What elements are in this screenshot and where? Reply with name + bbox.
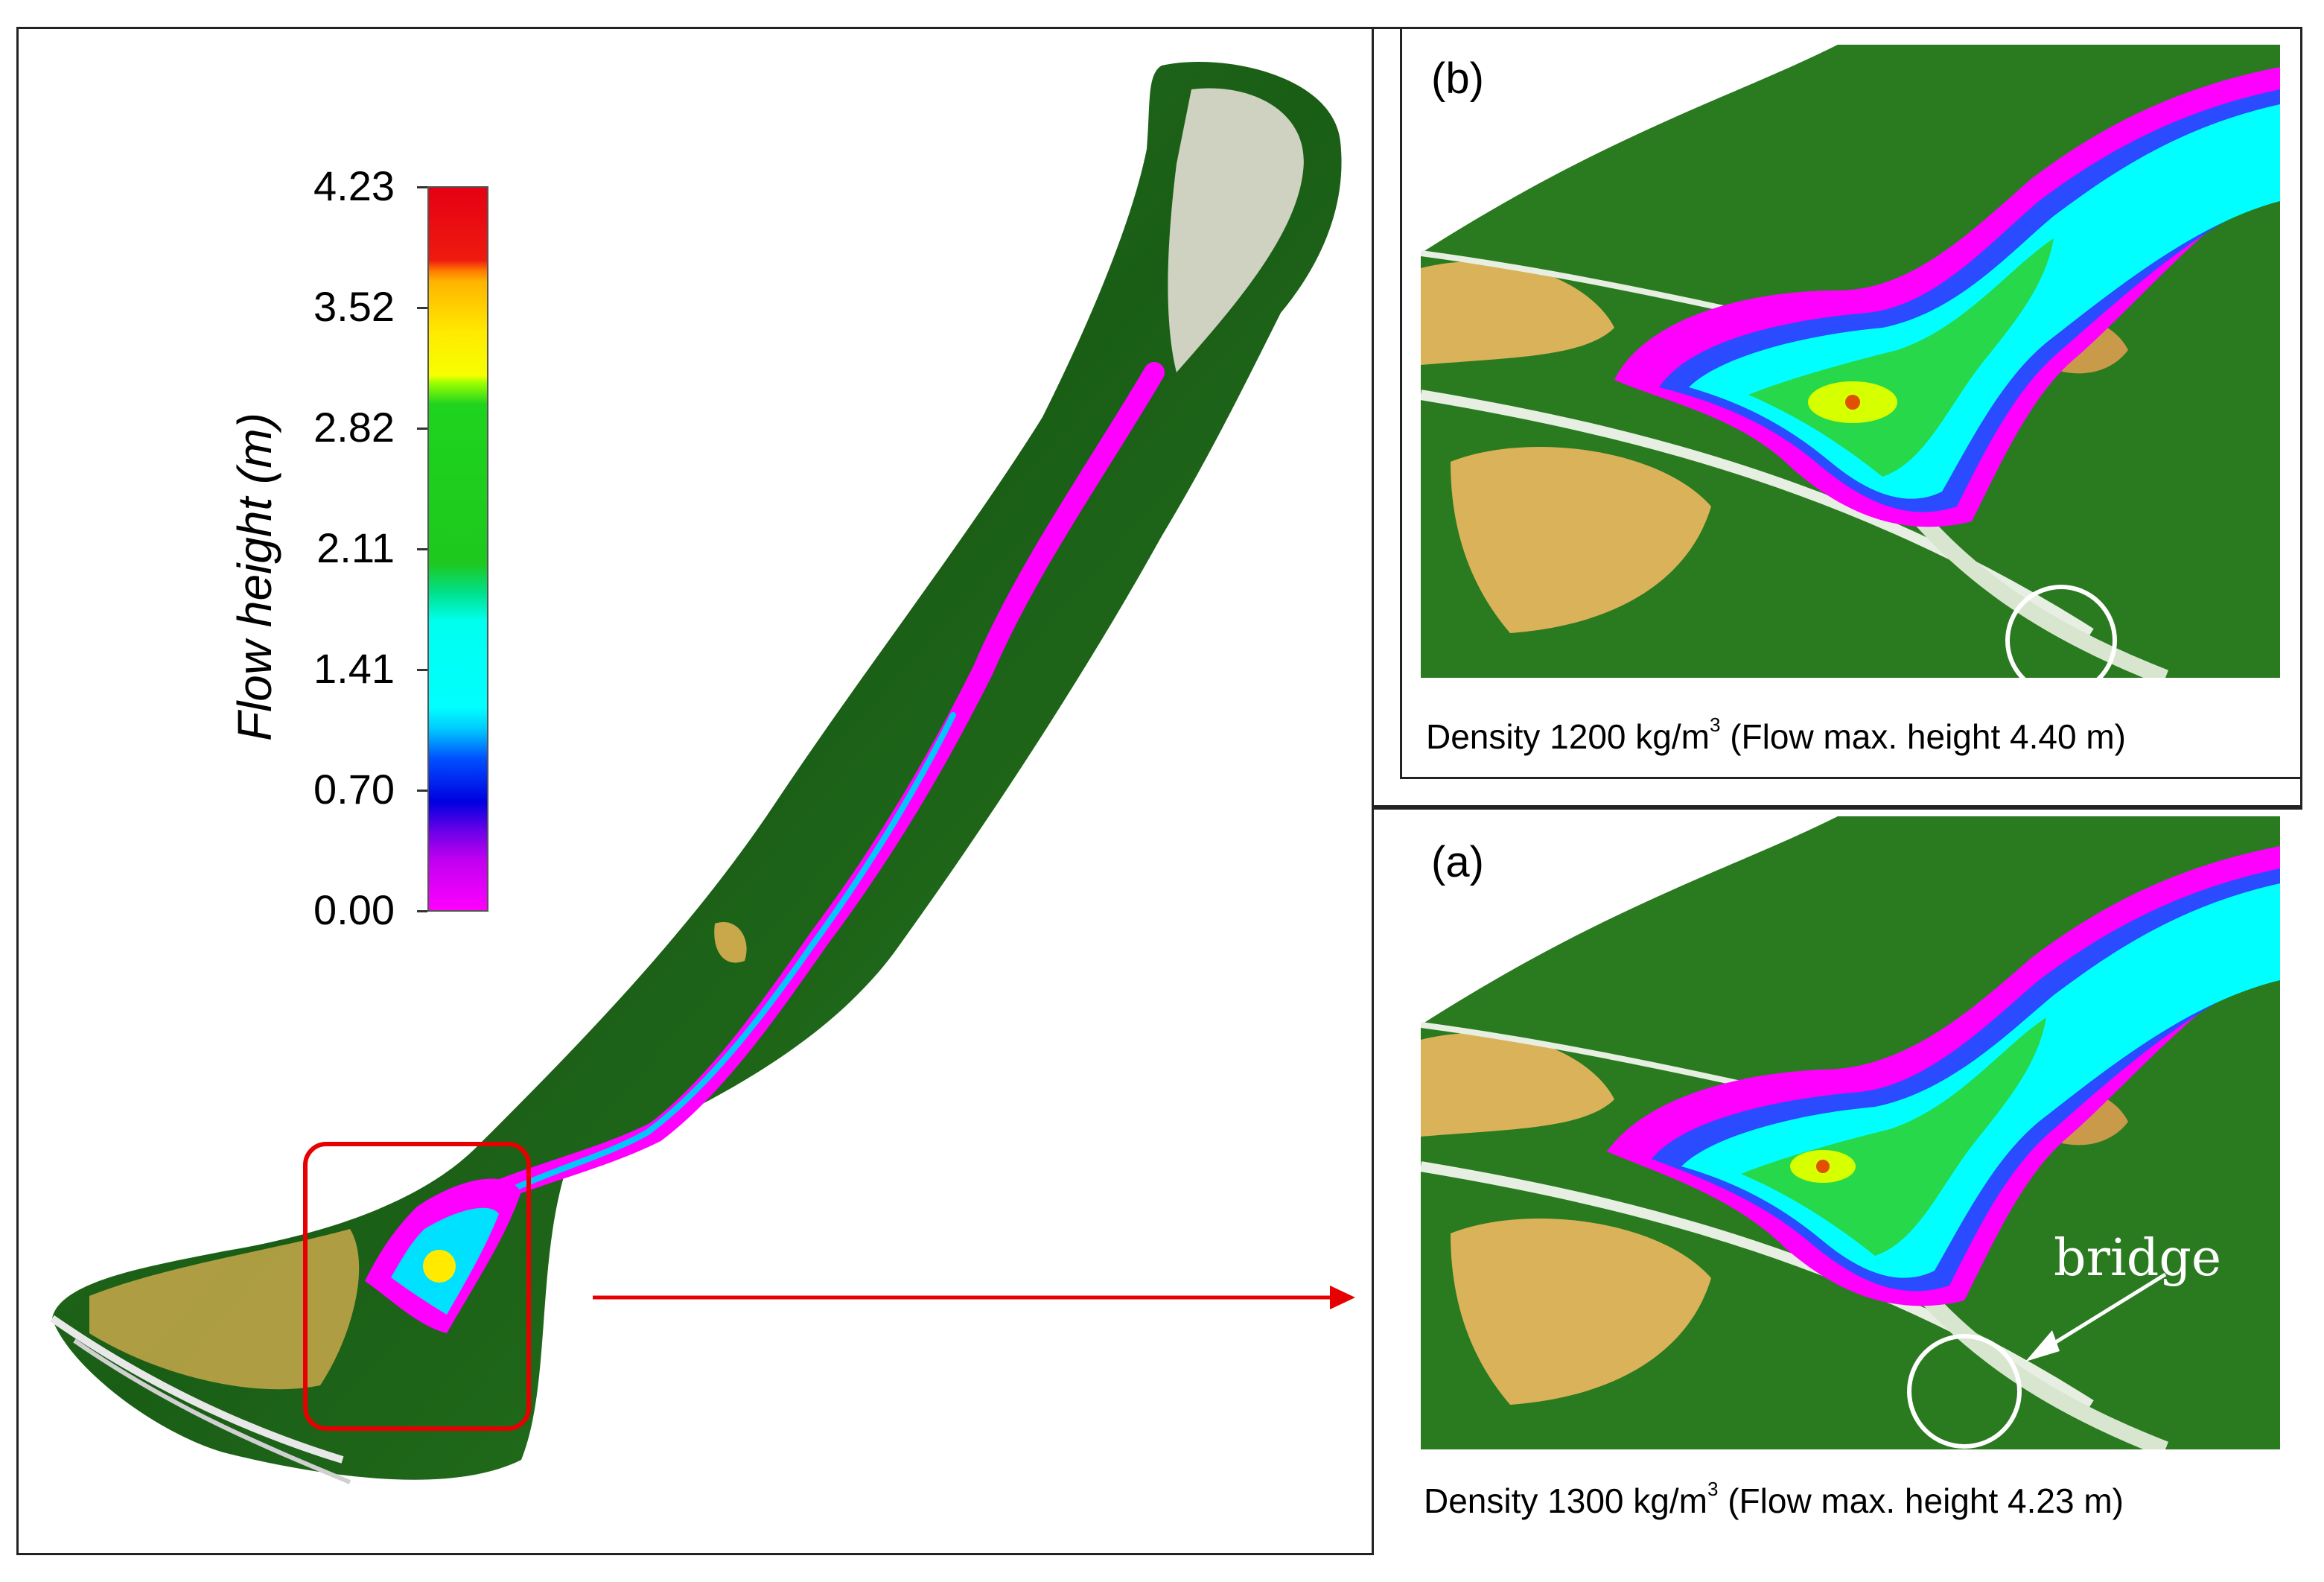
inset-a-field (1421, 1033, 1614, 1137)
small-field (714, 922, 747, 963)
panel-label-a: (a) (1431, 838, 1484, 886)
colorbar-tick-label: 1.41 (313, 645, 395, 692)
caption-a-text: Density 1300 kg/m (1424, 1481, 1707, 1520)
inset-a-map (1421, 816, 2280, 1449)
inset-b-field (1421, 261, 1614, 365)
caption-b-text: Density 1200 kg/m (1426, 717, 1710, 756)
deposit-peak (423, 1250, 456, 1283)
inset-b-flow-peak (1845, 395, 1860, 410)
inset-b-inner-frame (1400, 27, 2302, 779)
inset-a-blank-corner (1421, 816, 1838, 1025)
caption-a-suffix: (Flow max. height 4.23 m) (1718, 1481, 2124, 1520)
colorbar-tick-mark (417, 790, 427, 792)
colorbar-title: Flow height (m) (228, 413, 281, 741)
colorbar-tick-label: 0.70 (313, 766, 395, 813)
fan-road (50, 1315, 344, 1464)
fan-road-2 (73, 1338, 351, 1484)
caption-a: Density 1300 kg/m3 (Flow max. height 4.2… (1424, 1478, 2124, 1521)
zoom-highlight-box (303, 1142, 531, 1431)
colorbar-tick-label: 4.23 (313, 162, 395, 209)
colorbar-tick-mark (417, 307, 427, 309)
colorbar-tick-label: 2.11 (316, 524, 395, 571)
colorbar-tick-mark (417, 910, 427, 912)
colorbar-tick-mark (417, 548, 427, 550)
caption-a-superscript: 3 (1707, 1478, 1719, 1500)
colorbar (427, 186, 488, 912)
inset-b-blank-corner (1421, 45, 1838, 253)
landslide-scar (1168, 88, 1304, 373)
fan-fields (89, 1229, 360, 1390)
inset-a-bridge-marker (1907, 1334, 2022, 1449)
bridge-label: bridge (2054, 1229, 2222, 1288)
flow-core (466, 712, 956, 1217)
panel-label-b: (b) (1431, 54, 1484, 103)
inset-b-bridge-marker (2005, 585, 2117, 678)
inset-b-field (1451, 447, 1711, 633)
inset-a-road (1421, 1022, 1779, 1095)
valley-map (50, 62, 1342, 1484)
colorbar-tick-mark (417, 669, 427, 671)
inset-a-flow-peak (1816, 1160, 1830, 1173)
bridge-pointer-head (2025, 1330, 2060, 1362)
inset-a-flow-green (1741, 1017, 2046, 1256)
inset-a-field (1451, 1219, 1711, 1405)
colorbar-tick-mark (417, 428, 427, 430)
colorbar-tick-mark (417, 186, 427, 188)
bridge-pointer-line (2037, 1272, 2167, 1355)
colorbar-tick-label: 0.00 (313, 886, 395, 933)
caption-b-suffix: (Flow max. height 4.40 m) (1720, 717, 2126, 756)
colorbar-tick-label: 3.52 (313, 283, 395, 330)
colorbar-tick-label: 2.82 (313, 404, 395, 451)
inset-b-map (1421, 45, 2280, 678)
caption-b-superscript: 3 (1709, 714, 1721, 736)
caption-b: Density 1200 kg/m3 (Flow max. height 4.4… (1426, 714, 2126, 757)
